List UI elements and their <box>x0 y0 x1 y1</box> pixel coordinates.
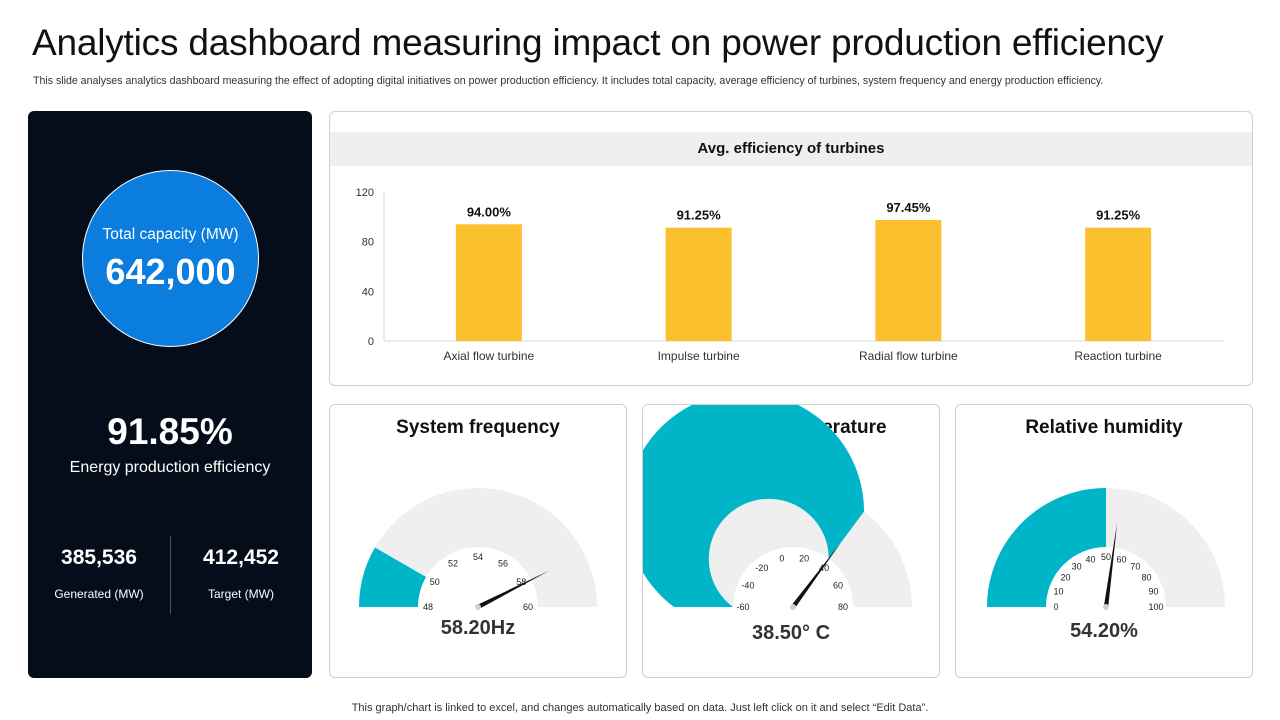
frequency-gauge: 48 50 52 54 56 58 60 <box>359 488 597 612</box>
x-tick-label: Impulse turbine <box>658 349 740 363</box>
footer-note: This graph/chart is linked to excel, and… <box>351 702 929 714</box>
efficiency-value: 91.85% <box>107 411 233 452</box>
gauge-tick-label: 80 <box>1141 573 1151 583</box>
gauge-fill <box>643 405 865 607</box>
bar-value-label: 94.00% <box>467 204 512 219</box>
y-tick-label: 80 <box>362 237 374 249</box>
gauge-tick-label: 100 <box>1148 602 1163 612</box>
gauge-tick-label: 30 <box>1072 562 1082 572</box>
gauge-tick-label: 10 <box>1053 587 1063 597</box>
bar[interactable] <box>875 219 942 341</box>
y-tick-label: 120 <box>356 187 374 199</box>
generated-value: 385,536 <box>61 546 137 569</box>
gauge-tick-label: 52 <box>448 559 458 569</box>
bar-value-label: 91.25% <box>1096 208 1141 223</box>
gauge-tick-label: 90 <box>1149 587 1159 597</box>
target-value: 412,452 <box>203 546 279 569</box>
gauge-needle <box>477 570 550 609</box>
gauge-title: Relative humidity <box>1025 417 1183 438</box>
x-tick-label: Reaction turbine <box>1074 349 1162 363</box>
x-tick-label: Axial flow turbine <box>444 349 535 363</box>
stat-divider <box>170 536 171 614</box>
gauge-tick-label: 70 <box>1130 562 1140 572</box>
bar-chart-title: Avg. efficiency of turbines <box>330 132 1252 166</box>
gauge-tick-label: 58 <box>516 577 526 587</box>
efficiency-label: Energy production efficiency <box>69 459 271 476</box>
y-tick-label: 0 <box>368 336 374 348</box>
gauge-tick-label: 0 <box>1053 602 1058 612</box>
capacity-value: 642,000 <box>105 251 236 292</box>
gauge-tick-label: 60 <box>1116 554 1126 564</box>
gauge-tick-label: 60 <box>523 602 533 612</box>
bar-value-label: 91.25% <box>677 208 722 223</box>
x-tick-label: Radial flow turbine <box>859 349 958 363</box>
gauge-tick-label: 48 <box>423 602 433 612</box>
bar[interactable] <box>455 224 522 341</box>
bar-chart[interactable]: 0 40 80 120 94.00% Axial flow turbine 91.25% Im… <box>330 112 1252 385</box>
page-subtitle: This slide analyses analytics dashboard … <box>33 75 1104 87</box>
gauge-tick-label: -20 <box>755 563 768 573</box>
gauge-value: 54.20% <box>1070 620 1138 642</box>
generated-label: Generated (MW) <box>54 587 144 601</box>
gauge-value: 58.20Hz <box>440 617 516 639</box>
page-title: Analytics dashboard measuring impact on … <box>32 22 1164 63</box>
gauge-tick-label: 56 <box>498 559 508 569</box>
gauge-needle <box>791 542 841 609</box>
gauge-pivot <box>790 604 796 610</box>
y-tick-label: 40 <box>362 286 374 298</box>
gauge-tick-label: -40 <box>741 580 754 590</box>
gauge-tick-label: 20 <box>799 553 809 563</box>
gauge-fill <box>359 547 427 607</box>
relative-humidity-card[interactable]: Relative humidity 0 10 20 30 40 50 60 70 80 90 100… <box>955 404 1253 678</box>
gauge-value: 38.50° C <box>751 622 831 644</box>
turbine-efficiency-card[interactable]: Avg. efficiency of turbines 0 40 80 120 94.0… <box>329 111 1253 386</box>
capacity-label: Total capacity (MW) <box>102 226 239 243</box>
bar[interactable] <box>665 227 732 341</box>
capacity-circle: Total capacity (MW) 642,000 <box>82 170 259 347</box>
gauge-tick-label: 20 <box>1061 573 1071 583</box>
gauge-fill <box>987 488 1106 607</box>
gauge-pivot <box>1103 604 1109 610</box>
generated-stat: 385,536 Generated (MW) <box>28 546 170 601</box>
system-frequency-card[interactable]: System frequency 48 50 52 54 56 58 60 58.20Hz <box>329 404 627 678</box>
gauge-tick-label: -60 <box>736 602 749 612</box>
gauge-tick-label: 60 <box>833 580 843 590</box>
gauge-tick-label: 50 <box>1101 552 1111 562</box>
target-stat: 412,452 Target (MW) <box>170 546 312 601</box>
bar[interactable] <box>1085 227 1152 341</box>
gauge-pivot <box>475 604 481 610</box>
gauge-tick-label: 80 <box>838 602 848 612</box>
gauge-tick-label: 50 <box>430 577 440 587</box>
temperature-gauge: -60 -40-20 0 20 40 60 80 <box>643 405 912 612</box>
summary-panel: Total capacity (MW) 642,000 91.85% Energ… <box>28 111 312 678</box>
gauge-tick-label: 54 <box>473 552 483 562</box>
gauge-needle <box>1103 522 1118 608</box>
bar-value-label: 97.45% <box>886 200 931 215</box>
gauge-title: System frequency <box>396 417 560 438</box>
target-label: Target (MW) <box>208 587 274 601</box>
gauge-tick-label: 40 <box>1086 554 1096 564</box>
gauge-tick-label: 0 <box>779 553 784 563</box>
gauge-tick-label: 40 <box>819 563 829 573</box>
